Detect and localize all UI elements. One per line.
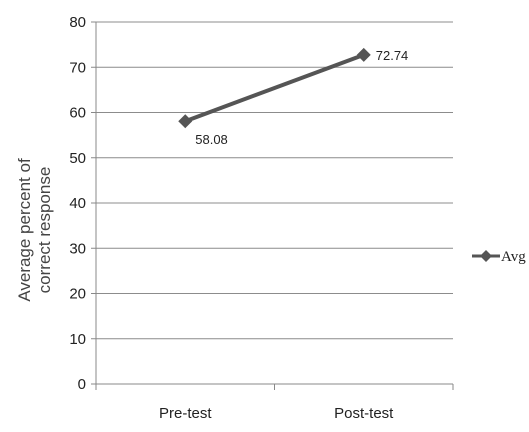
series-line bbox=[184, 52, 365, 124]
data-point-1 bbox=[356, 47, 371, 62]
y-axis-ticks: 0 10 20 30 40 50 60 70 80 bbox=[69, 14, 96, 393]
series-avg: 58.08 72.74 bbox=[178, 47, 409, 147]
data-label-1: 72.74 bbox=[376, 48, 409, 63]
data-label-0: 58.08 bbox=[195, 132, 228, 147]
y-tick-label-50: 50 bbox=[69, 150, 86, 167]
legend-marker-diamond-icon bbox=[480, 250, 492, 262]
x-axis-ticks: Pre-test Post-test bbox=[95, 384, 454, 422]
y-tick-label-70: 70 bbox=[69, 59, 86, 76]
y-tick-label-20: 20 bbox=[69, 286, 86, 303]
y-tick-label-40: 40 bbox=[69, 195, 86, 212]
y-axis-title-line-2: correct response bbox=[35, 167, 54, 294]
x-tick-label-1: Post-test bbox=[334, 405, 394, 422]
y-tick-label-10: 10 bbox=[69, 331, 86, 348]
gridlines bbox=[96, 21, 453, 340]
y-axis-title-line-1: Average percent of bbox=[15, 158, 34, 302]
x-tick-label-0: Pre-test bbox=[159, 405, 212, 422]
legend: Avg bbox=[472, 249, 526, 265]
y-tick-label-0: 0 bbox=[78, 376, 86, 393]
data-point-0 bbox=[178, 114, 193, 129]
y-tick-label-30: 30 bbox=[69, 240, 86, 257]
y-tick-label-80: 80 bbox=[69, 14, 86, 31]
legend-label-avg: Avg bbox=[501, 249, 526, 265]
y-tick-label-60: 60 bbox=[69, 105, 86, 122]
